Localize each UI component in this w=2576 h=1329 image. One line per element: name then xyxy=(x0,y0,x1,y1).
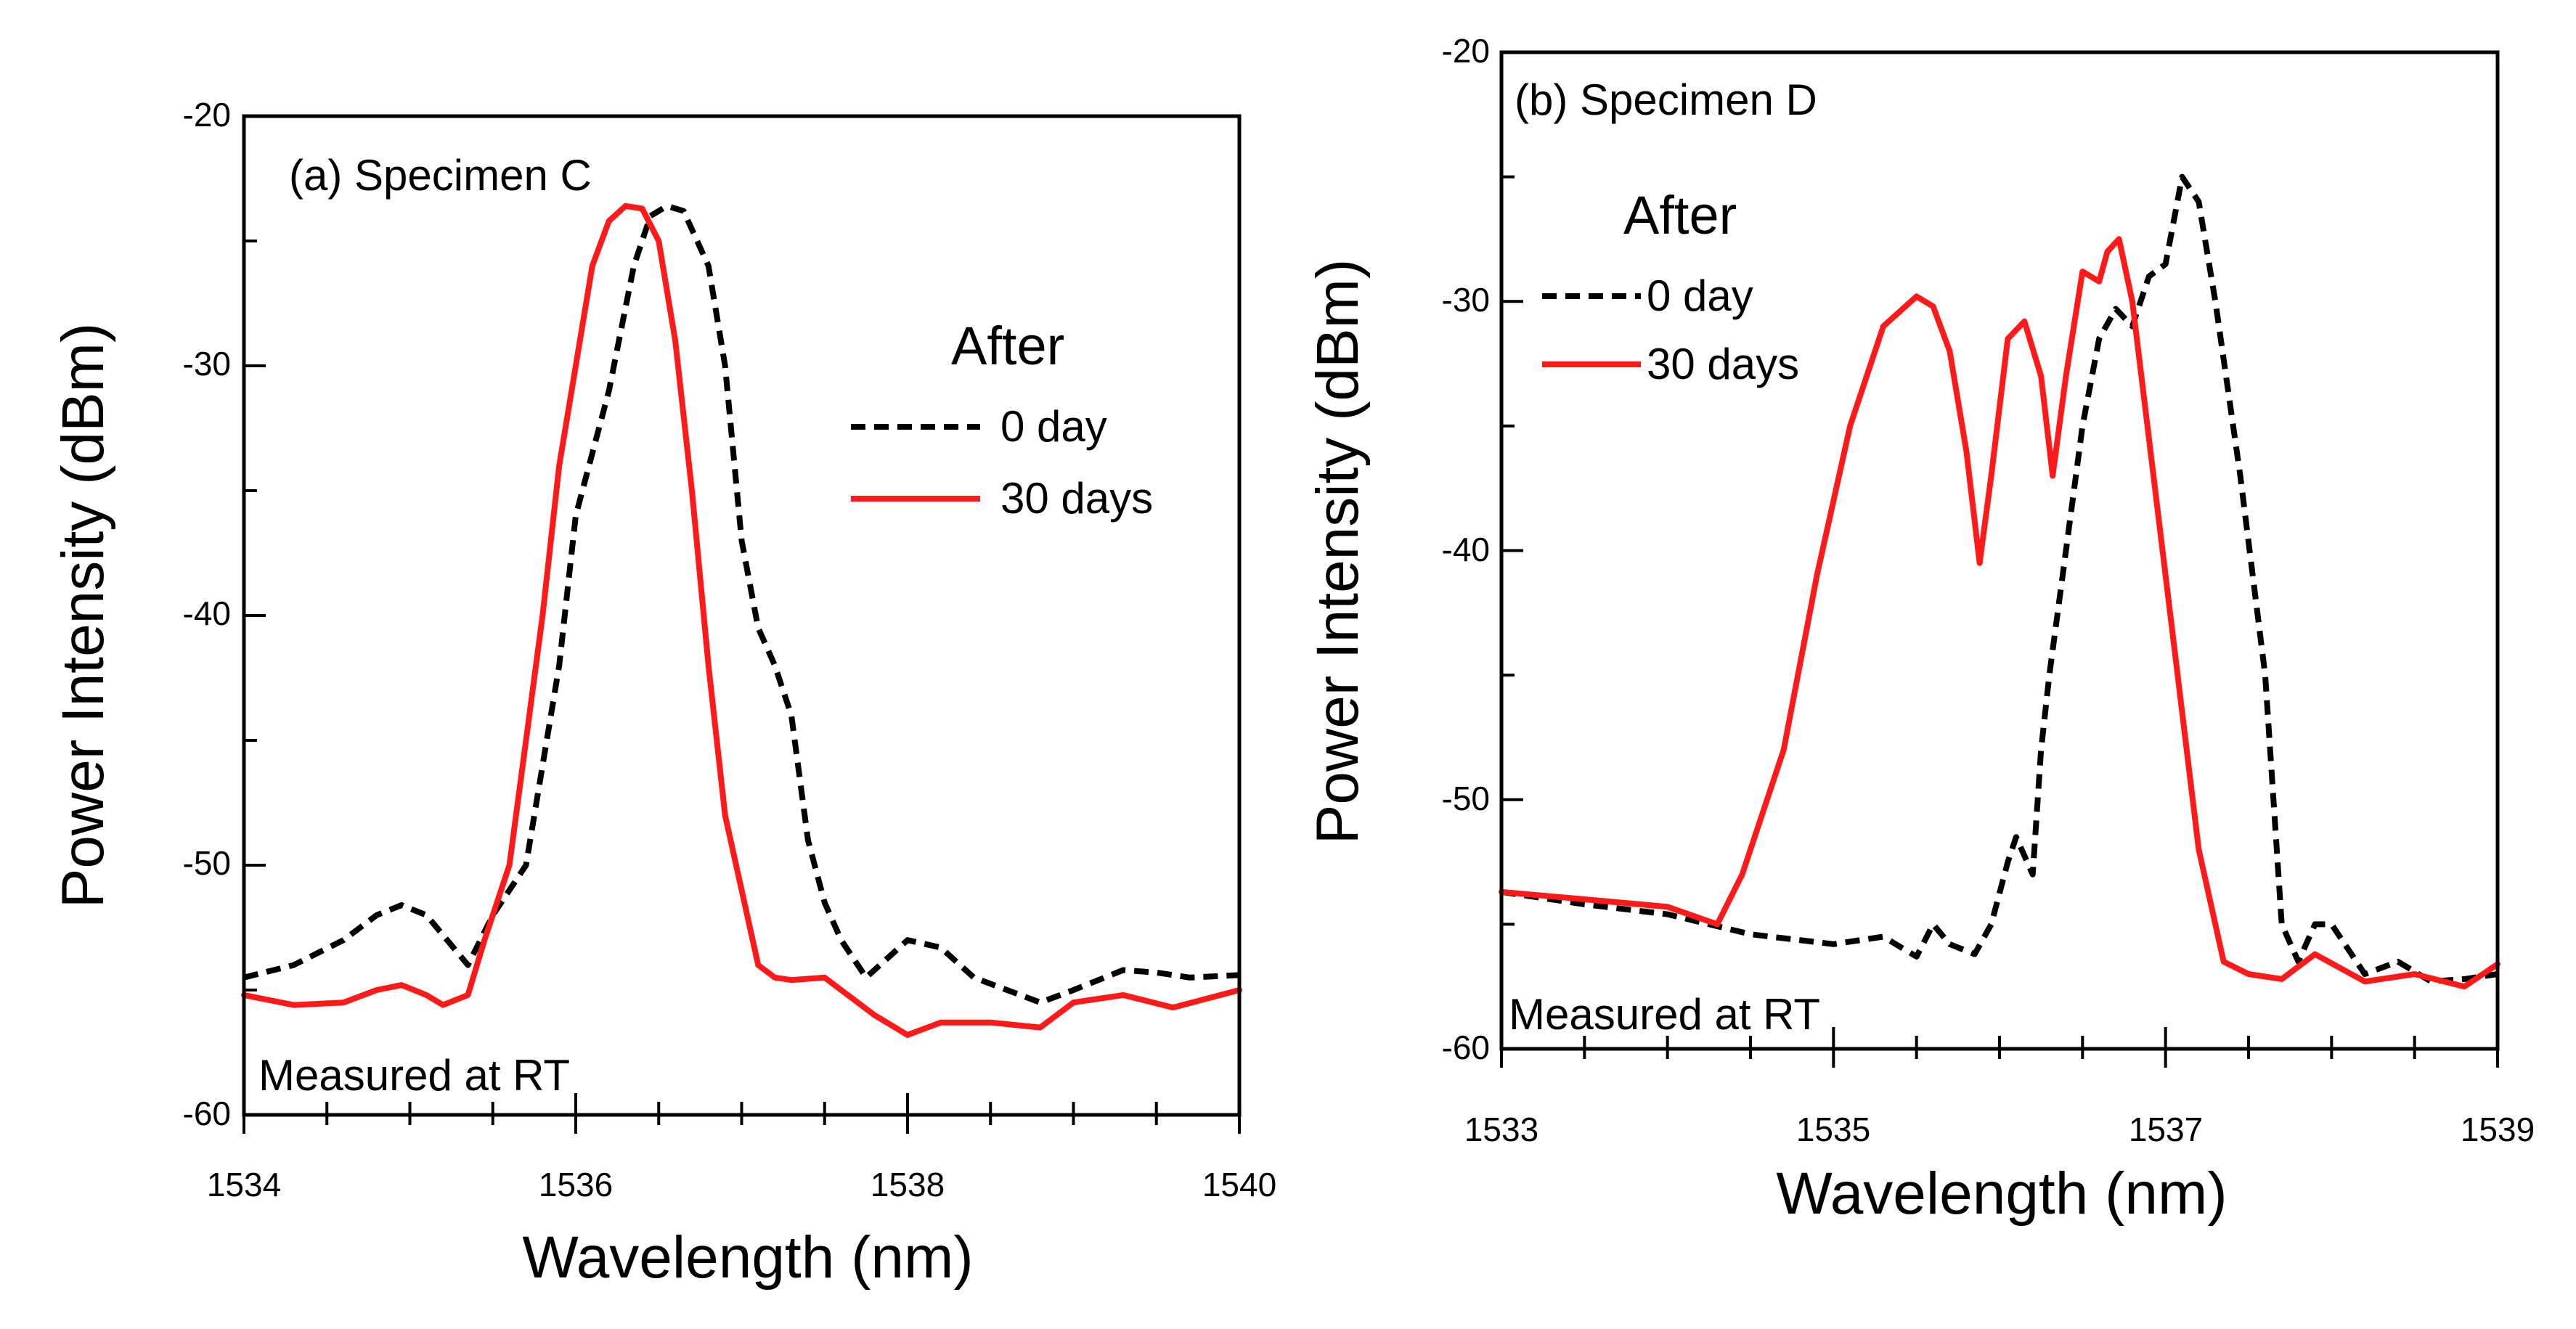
panel-a-plot-frame xyxy=(242,114,1242,1117)
panel-b-x-axis-label: Wavelength (nm) xyxy=(1776,1161,2227,1227)
panel-b-x-tick-label: 1535 xyxy=(1796,1111,1870,1148)
panel-b-legend-label-30-days: 30 days xyxy=(1647,340,1799,388)
panel-b-plot-frame xyxy=(1499,50,2500,1051)
panel-b-legend-label-0-day: 0 day xyxy=(1647,271,1753,320)
panel-a-legend-label-30-days: 30 days xyxy=(1000,474,1153,523)
panel-b-title: (b) Specimen D xyxy=(1515,75,1817,124)
panel-a-y-tick-labels: -60 -50 -40 -30 -20 xyxy=(183,96,231,1132)
panel-a-y-tick-label: -50 xyxy=(183,844,231,882)
panel-a-legend-label-0-day: 0 day xyxy=(1000,402,1107,451)
panel-a-y-tick-label: -30 xyxy=(183,345,231,383)
panel-b-x-tick-label: 1533 xyxy=(1464,1111,1538,1148)
panel-a-x-tick-label: 1536 xyxy=(539,1166,613,1203)
panel-b-y-tick-label: -40 xyxy=(1442,531,1490,568)
panel-a-series-0-day xyxy=(243,203,1240,1006)
panel-b-y-axis-label: Power Intensity (dBm) xyxy=(1305,259,1371,845)
panel-b-legend: After 0 day 30 days xyxy=(1542,185,1799,388)
panel-b-y-tick-label: -20 xyxy=(1442,32,1490,70)
panel-b-legend-title: After xyxy=(1623,185,1737,245)
panel-a-x-tick-label: 1534 xyxy=(207,1166,281,1203)
panel-b-x-tick-label: 1539 xyxy=(2461,1111,2535,1148)
panel-a-note: Measured at RT xyxy=(258,1051,570,1100)
panel-a-x-tick-label: 1540 xyxy=(1202,1166,1276,1203)
panel-a-x-axis-label: Wavelength (nm) xyxy=(522,1224,973,1291)
panel-b-x-tick-label: 1537 xyxy=(2129,1111,2203,1148)
panel-a-x-tick-label: 1538 xyxy=(871,1166,945,1203)
panel-a-legend-title: After xyxy=(951,316,1064,376)
panel-a-y-tick-label: -20 xyxy=(183,96,231,134)
panel-b-x-tick-labels: 1533 1535 1537 1539 xyxy=(1464,1111,2535,1148)
panel-b-series-0-day xyxy=(1501,173,2498,985)
panel-a-y-tick-label: -60 xyxy=(183,1095,231,1132)
panel-a-legend: After 0 day 30 days xyxy=(851,316,1153,523)
panel-a-y-axis-label: Power Intensity (dBm) xyxy=(50,323,116,909)
panel-b-y-tick-label: -50 xyxy=(1442,780,1490,817)
panel-a-series xyxy=(241,203,1242,1038)
panel-a: -60 -50 -40 -30 -20 1534 1536 1538 1540 … xyxy=(50,96,1276,1291)
panel-b-y-tick-labels: -60 -50 -40 -30 -20 xyxy=(1442,32,1490,1066)
panel-a-title: (a) Specimen C xyxy=(289,151,592,200)
panel-b-y-tick-label: -30 xyxy=(1442,281,1490,319)
panel-b-series xyxy=(1499,173,2500,990)
panel-a-y-tick-label: -40 xyxy=(183,594,231,632)
panel-b-series-30-days xyxy=(1499,236,2500,990)
panel-b: -60 -50 -40 -30 -20 1533 1535 1537 1539 … xyxy=(1305,32,2535,1227)
panel-a-series-30-days xyxy=(241,203,1242,1038)
panel-b-note: Measured at RT xyxy=(1509,990,1820,1039)
panel-b-y-tick-label: -60 xyxy=(1442,1029,1490,1066)
panel-a-x-tick-labels: 1534 1536 1538 1540 xyxy=(207,1166,1276,1203)
